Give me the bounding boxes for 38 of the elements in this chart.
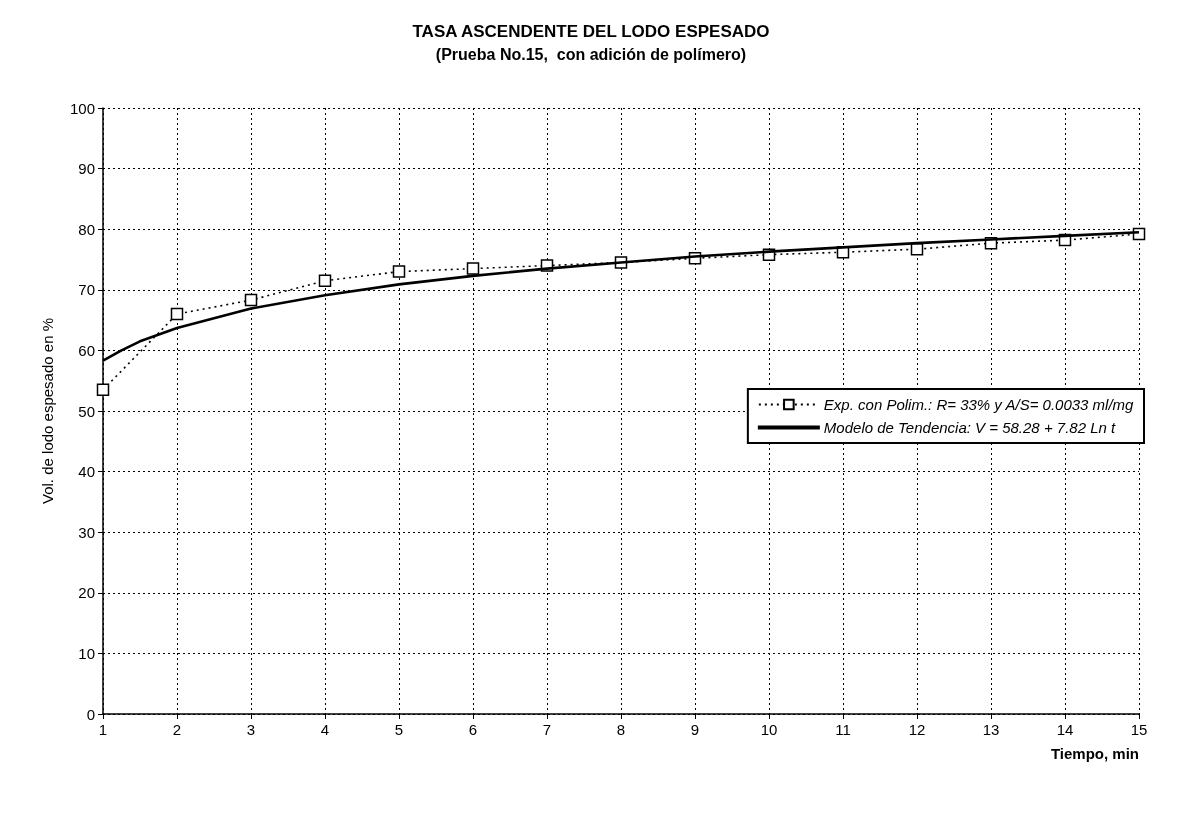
x-tick-label: 8 — [616, 721, 626, 738]
x-tick-label: 5 — [394, 721, 404, 738]
x-tick-label: 2 — [172, 721, 182, 738]
y-tick-label: 70 — [78, 281, 95, 299]
y-tick-label: 20 — [78, 584, 95, 602]
point — [244, 293, 258, 307]
x-tick-label: 13 — [982, 721, 1000, 738]
y-tick-label: 30 — [78, 523, 95, 541]
x-tick-label: 6 — [468, 721, 478, 738]
point — [318, 274, 332, 287]
y-tick-label: 60 — [78, 341, 95, 359]
y-tick-label: 10 — [78, 644, 95, 662]
point — [392, 265, 406, 278]
y-tick-label: 40 — [78, 463, 95, 481]
point — [96, 383, 110, 397]
x-tick-label: 4 — [320, 721, 330, 738]
x-tick-label: 12 — [908, 721, 926, 738]
x-tick-label: 7 — [542, 721, 552, 738]
chart-subtitle: (Prueba No.15, con adición de polímero) — [435, 45, 747, 63]
point — [170, 307, 184, 321]
x-tick-label: 1 — [98, 721, 108, 738]
y-tick-label: 80 — [78, 220, 95, 238]
x-tick-label: 11 — [835, 721, 851, 738]
x-tick-label: 14 — [1056, 721, 1074, 738]
x-tick-label: 15 — [1130, 721, 1148, 738]
x-tick-label: 3 — [246, 721, 256, 738]
x-axis-title: Tiempo, min — [1050, 745, 1139, 762]
y-tick-label: 100 — [69, 99, 95, 117]
point — [466, 262, 480, 275]
y-tick-label: 50 — [78, 402, 95, 420]
y-tick-label: 90 — [78, 160, 95, 178]
y-tick-label: 0 — [86, 705, 95, 723]
x-tick-label: 9 — [690, 721, 700, 738]
legend-label: Modelo de Tendencia: V = 58.28 + 7.82 Ln t — [823, 419, 1117, 436]
y-axis-title: Vol. de lodo espesado en % — [39, 318, 56, 504]
legend-label: Exp. con Polim.: R= 33% y A/S= 0.0033 ml/mg — [823, 396, 1135, 413]
x-tick-label: 10 — [760, 721, 778, 738]
chart-title: TASA ASCENDENTE DEL LODO ESPESADO — [412, 22, 770, 41]
